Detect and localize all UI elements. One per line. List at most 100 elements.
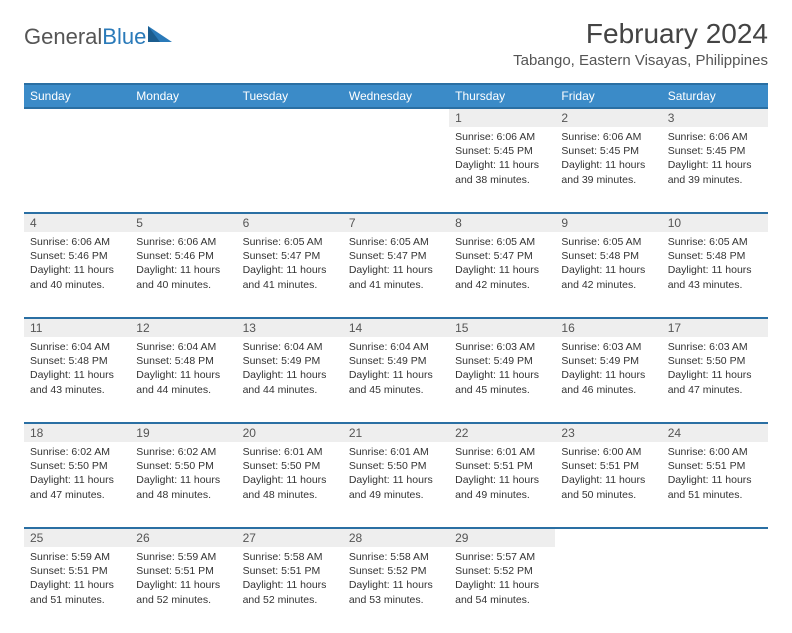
week-number-row: 45678910 bbox=[24, 213, 768, 232]
daylight-line: Daylight: 11 hours and 43 minutes. bbox=[30, 368, 124, 396]
empty-cell bbox=[237, 108, 343, 127]
day-details: Sunrise: 5:59 AMSunset: 5:51 PMDaylight:… bbox=[24, 547, 130, 633]
week-detail-row: Sunrise: 6:06 AMSunset: 5:46 PMDaylight:… bbox=[24, 232, 768, 318]
week-detail-row: Sunrise: 6:02 AMSunset: 5:50 PMDaylight:… bbox=[24, 442, 768, 528]
sunrise-line: Sunrise: 6:00 AM bbox=[561, 445, 655, 459]
page-title: February 2024 bbox=[513, 18, 768, 50]
day-details: Sunrise: 6:04 AMSunset: 5:49 PMDaylight:… bbox=[237, 337, 343, 423]
day-number: 7 bbox=[343, 213, 449, 232]
sunrise-line: Sunrise: 5:59 AM bbox=[30, 550, 124, 564]
brand-part2: Blue bbox=[102, 24, 146, 50]
day-number: 18 bbox=[24, 423, 130, 442]
day-number: 13 bbox=[237, 318, 343, 337]
sunset-line: Sunset: 5:51 PM bbox=[136, 564, 230, 578]
sunset-line: Sunset: 5:49 PM bbox=[349, 354, 443, 368]
week-number-row: 18192021222324 bbox=[24, 423, 768, 442]
daylight-line: Daylight: 11 hours and 41 minutes. bbox=[349, 263, 443, 291]
daylight-line: Daylight: 11 hours and 52 minutes. bbox=[136, 578, 230, 606]
sunset-line: Sunset: 5:50 PM bbox=[349, 459, 443, 473]
page-subtitle: Tabango, Eastern Visayas, Philippines bbox=[513, 52, 768, 69]
day-number: 9 bbox=[555, 213, 661, 232]
day-details: Sunrise: 5:59 AMSunset: 5:51 PMDaylight:… bbox=[130, 547, 236, 633]
daylight-line: Daylight: 11 hours and 44 minutes. bbox=[243, 368, 337, 396]
day-number: 22 bbox=[449, 423, 555, 442]
day-number: 1 bbox=[449, 108, 555, 127]
daylight-line: Daylight: 11 hours and 38 minutes. bbox=[455, 158, 549, 186]
day-details: Sunrise: 6:03 AMSunset: 5:49 PMDaylight:… bbox=[449, 337, 555, 423]
day-number: 8 bbox=[449, 213, 555, 232]
calendar-table: SundayMondayTuesdayWednesdayThursdayFrid… bbox=[24, 83, 768, 633]
day-number: 3 bbox=[662, 108, 768, 127]
daylight-line: Daylight: 11 hours and 45 minutes. bbox=[455, 368, 549, 396]
sunset-line: Sunset: 5:46 PM bbox=[136, 249, 230, 263]
sunrise-line: Sunrise: 6:02 AM bbox=[30, 445, 124, 459]
daylight-line: Daylight: 11 hours and 48 minutes. bbox=[243, 473, 337, 501]
day-header: Saturday bbox=[662, 84, 768, 108]
sunrise-line: Sunrise: 6:04 AM bbox=[136, 340, 230, 354]
day-number: 19 bbox=[130, 423, 236, 442]
day-details: Sunrise: 5:58 AMSunset: 5:52 PMDaylight:… bbox=[343, 547, 449, 633]
day-header: Thursday bbox=[449, 84, 555, 108]
day-number: 16 bbox=[555, 318, 661, 337]
sunset-line: Sunset: 5:46 PM bbox=[30, 249, 124, 263]
sunrise-line: Sunrise: 6:06 AM bbox=[668, 130, 762, 144]
sunset-line: Sunset: 5:48 PM bbox=[136, 354, 230, 368]
sunrise-line: Sunrise: 6:01 AM bbox=[349, 445, 443, 459]
empty-cell bbox=[24, 127, 130, 213]
daylight-line: Daylight: 11 hours and 45 minutes. bbox=[349, 368, 443, 396]
sunrise-line: Sunrise: 6:03 AM bbox=[561, 340, 655, 354]
day-details: Sunrise: 6:01 AMSunset: 5:51 PMDaylight:… bbox=[449, 442, 555, 528]
daylight-line: Daylight: 11 hours and 44 minutes. bbox=[136, 368, 230, 396]
day-header: Friday bbox=[555, 84, 661, 108]
sunrise-line: Sunrise: 5:57 AM bbox=[455, 550, 549, 564]
daylight-line: Daylight: 11 hours and 41 minutes. bbox=[243, 263, 337, 291]
sunrise-line: Sunrise: 6:06 AM bbox=[136, 235, 230, 249]
daylight-line: Daylight: 11 hours and 43 minutes. bbox=[668, 263, 762, 291]
empty-cell bbox=[662, 528, 768, 547]
sunset-line: Sunset: 5:47 PM bbox=[455, 249, 549, 263]
day-number: 6 bbox=[237, 213, 343, 232]
empty-cell bbox=[237, 127, 343, 213]
sunset-line: Sunset: 5:50 PM bbox=[30, 459, 124, 473]
day-details: Sunrise: 6:06 AMSunset: 5:45 PMDaylight:… bbox=[662, 127, 768, 213]
week-number-row: 2526272829 bbox=[24, 528, 768, 547]
day-details: Sunrise: 6:04 AMSunset: 5:48 PMDaylight:… bbox=[24, 337, 130, 423]
brand-logo: GeneralBlue bbox=[24, 24, 174, 50]
sunrise-line: Sunrise: 6:04 AM bbox=[349, 340, 443, 354]
day-number: 20 bbox=[237, 423, 343, 442]
sunrise-line: Sunrise: 6:06 AM bbox=[561, 130, 655, 144]
sunset-line: Sunset: 5:51 PM bbox=[561, 459, 655, 473]
sunrise-line: Sunrise: 6:06 AM bbox=[455, 130, 549, 144]
sunset-line: Sunset: 5:47 PM bbox=[243, 249, 337, 263]
sunset-line: Sunset: 5:48 PM bbox=[561, 249, 655, 263]
day-number: 4 bbox=[24, 213, 130, 232]
sunset-line: Sunset: 5:50 PM bbox=[243, 459, 337, 473]
sunset-line: Sunset: 5:45 PM bbox=[561, 144, 655, 158]
daylight-line: Daylight: 11 hours and 53 minutes. bbox=[349, 578, 443, 606]
sunrise-line: Sunrise: 6:01 AM bbox=[455, 445, 549, 459]
day-details: Sunrise: 6:00 AMSunset: 5:51 PMDaylight:… bbox=[662, 442, 768, 528]
day-details: Sunrise: 6:01 AMSunset: 5:50 PMDaylight:… bbox=[237, 442, 343, 528]
daylight-line: Daylight: 11 hours and 46 minutes. bbox=[561, 368, 655, 396]
sunrise-line: Sunrise: 6:00 AM bbox=[668, 445, 762, 459]
daylight-line: Daylight: 11 hours and 39 minutes. bbox=[668, 158, 762, 186]
day-details: Sunrise: 6:04 AMSunset: 5:48 PMDaylight:… bbox=[130, 337, 236, 423]
empty-cell bbox=[555, 528, 661, 547]
day-number: 10 bbox=[662, 213, 768, 232]
empty-cell bbox=[130, 108, 236, 127]
day-number: 29 bbox=[449, 528, 555, 547]
day-details: Sunrise: 6:02 AMSunset: 5:50 PMDaylight:… bbox=[24, 442, 130, 528]
daylight-line: Daylight: 11 hours and 51 minutes. bbox=[668, 473, 762, 501]
daylight-line: Daylight: 11 hours and 48 minutes. bbox=[136, 473, 230, 501]
daylight-line: Daylight: 11 hours and 54 minutes. bbox=[455, 578, 549, 606]
empty-cell bbox=[343, 127, 449, 213]
daylight-line: Daylight: 11 hours and 40 minutes. bbox=[30, 263, 124, 291]
sunset-line: Sunset: 5:51 PM bbox=[243, 564, 337, 578]
day-header: Monday bbox=[130, 84, 236, 108]
day-details: Sunrise: 6:03 AMSunset: 5:50 PMDaylight:… bbox=[662, 337, 768, 423]
sunrise-line: Sunrise: 6:05 AM bbox=[243, 235, 337, 249]
day-number: 26 bbox=[130, 528, 236, 547]
sunset-line: Sunset: 5:51 PM bbox=[30, 564, 124, 578]
day-number: 2 bbox=[555, 108, 661, 127]
day-header: Sunday bbox=[24, 84, 130, 108]
